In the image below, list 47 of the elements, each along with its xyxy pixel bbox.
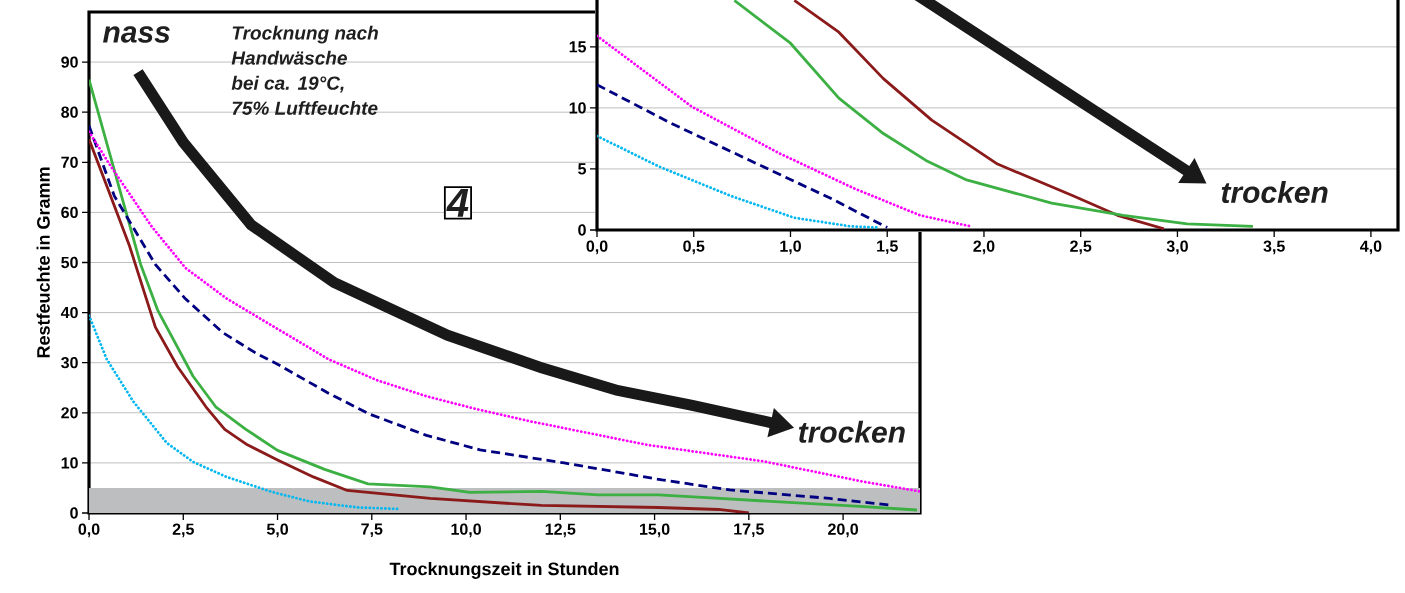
y-tick-label: 30: [61, 357, 78, 369]
x-tick-label: 12,5: [545, 523, 576, 538]
line-series: [792, 0, 1166, 230]
annotation: Trocknung nach: [232, 25, 378, 44]
y-tick-label: 90: [61, 56, 78, 68]
y-tick-label: 20: [61, 407, 78, 419]
x-tick-label: 0,0: [586, 240, 608, 255]
x-axis-title: Trocknungszeit in Stunden: [389, 562, 619, 579]
x-tick-label: 2,0: [973, 240, 995, 255]
y-tick-label: 40: [60, 306, 78, 319]
annotation: nass: [103, 26, 170, 43]
y-tick-label: 60: [61, 206, 78, 219]
y-tick-label: 10: [569, 102, 586, 114]
x-tick-label: 7,5: [361, 523, 383, 538]
line-series: [89, 137, 751, 513]
annotation: trocken: [798, 420, 905, 443]
line-series: [597, 83, 889, 229]
y-tick-label: 70: [61, 156, 78, 168]
annotation: trocken: [1221, 181, 1328, 204]
annotation: Handwäsche: [231, 50, 347, 65]
line-series: [597, 134, 879, 229]
x-tick-label: 20,0: [828, 523, 858, 538]
x-tick-label: 3,0: [1166, 240, 1188, 255]
x-tick-label: 3,5: [1263, 240, 1285, 255]
x-tick-label: 17,5: [734, 523, 764, 538]
x-tick-label: 1,0: [780, 240, 801, 255]
annotation: bei ca. 19°C,: [231, 75, 344, 93]
line-series: [597, 34, 972, 228]
y-tick-label: 5: [578, 163, 587, 175]
x-tick-label: 10,0: [451, 523, 481, 538]
y-tick-label: 10: [61, 457, 78, 469]
x-tick-label: 0,5: [683, 240, 705, 255]
annotation: 75% Luftfeuchte: [232, 100, 378, 115]
x-tick-label: 2,5: [172, 523, 194, 538]
x-tick-label: 15,0: [640, 523, 670, 538]
y-tick-label: 0: [578, 224, 586, 236]
x-tick-label: 1,5: [877, 240, 898, 255]
x-tick-label: 4,0: [1360, 240, 1382, 255]
y-tick-label: 80: [61, 106, 78, 118]
y-tick-label: 15: [569, 41, 587, 53]
x-tick-label: 5,0: [266, 523, 288, 538]
annotation: 4: [446, 189, 469, 217]
x-tick-label: 2,5: [1070, 240, 1092, 255]
y-tick-label: 0: [70, 507, 78, 519]
x-tick-label: 0,0: [78, 523, 100, 538]
y-tick-label: 50: [61, 256, 78, 269]
y-axis-title: Restfeuchte in Gramm: [36, 167, 50, 358]
